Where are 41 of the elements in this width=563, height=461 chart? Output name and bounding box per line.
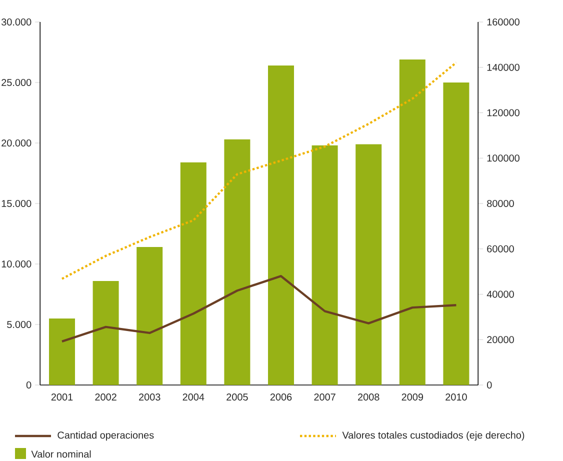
bar bbox=[92, 280, 119, 385]
bar bbox=[356, 144, 382, 385]
bar bbox=[49, 318, 75, 385]
line-series bbox=[60, 275, 458, 343]
bar bbox=[312, 145, 338, 385]
y2-tick-label: 20000 bbox=[487, 336, 514, 344]
x-tick-label: 2004 bbox=[182, 394, 204, 401]
x-tick-label: 2001 bbox=[51, 394, 73, 401]
y-tick-label: 0 bbox=[26, 381, 32, 389]
x-tick-label: 2009 bbox=[402, 394, 424, 401]
bar bbox=[136, 247, 163, 385]
y2-tick-label: 60000 bbox=[487, 245, 514, 252]
y-tick-label: 25.000 bbox=[2, 78, 32, 86]
y-tick-label: 30.000 bbox=[1, 18, 32, 26]
bar bbox=[268, 66, 294, 385]
y2-tick-label: 40000 bbox=[486, 290, 514, 298]
y-tick-label: 15.000 bbox=[2, 200, 32, 208]
line-series bbox=[60, 62, 458, 280]
y2-tick-label: 80000 bbox=[487, 200, 514, 208]
legend-label: Valores totales custodiados (eje derecho) bbox=[342, 431, 524, 441]
y2-tick-label: 160000 bbox=[487, 18, 520, 26]
y-tick-label: 10.000 bbox=[2, 260, 32, 268]
x-tick-label: 2005 bbox=[226, 394, 248, 401]
x-tick-label: 2003 bbox=[139, 394, 160, 401]
x-tick-label: 2010 bbox=[446, 394, 467, 401]
y2-tick-label: 140000 bbox=[487, 64, 520, 71]
legend-label: Cantidad operaciones bbox=[58, 431, 154, 441]
y2-tick-label: 0 bbox=[487, 381, 492, 389]
bar bbox=[443, 82, 470, 385]
bar bbox=[180, 162, 206, 385]
y-tick-label: 5.000 bbox=[7, 320, 32, 328]
y2-tick-label: 120000 bbox=[487, 109, 520, 116]
x-tick-label: 2007 bbox=[314, 394, 336, 401]
bar bbox=[224, 139, 250, 385]
y-tick-label: 20.000 bbox=[2, 139, 32, 147]
x-tick-label: 2006 bbox=[270, 394, 292, 401]
legend-label: Valor nominal bbox=[31, 450, 91, 458]
bar bbox=[399, 60, 426, 385]
x-tick-label: 2008 bbox=[358, 394, 380, 401]
y2-tick-label: 100000 bbox=[487, 154, 520, 162]
x-tick-label: 2002 bbox=[95, 394, 116, 401]
